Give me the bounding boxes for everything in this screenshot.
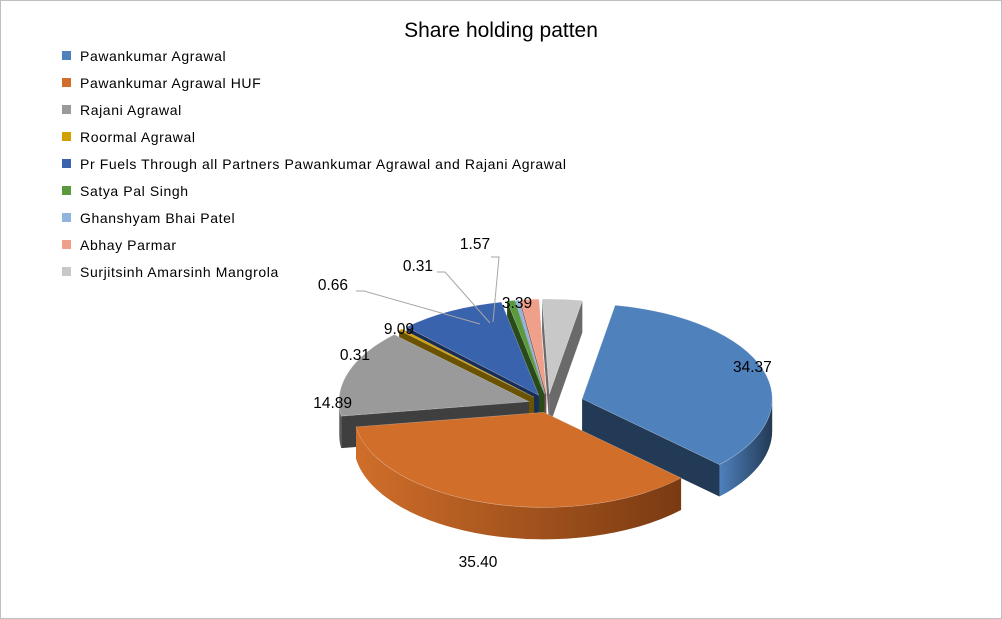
data-label: 35.40 xyxy=(459,554,498,571)
leader-line xyxy=(356,290,481,325)
pie-slice xyxy=(515,299,546,395)
legend-label: Rajani Agrawal xyxy=(80,101,182,118)
legend-item: Pr Fuels Through all Partners Pawankumar… xyxy=(62,150,567,177)
legend: Pawankumar Agrawal Pawankumar Agrawal HUF… xyxy=(62,42,567,285)
pie-slice-side xyxy=(582,398,720,497)
legend-swatch xyxy=(62,267,71,276)
data-label: 0.31 xyxy=(340,347,370,364)
pie-slice xyxy=(338,334,531,417)
leader-line xyxy=(437,271,491,324)
legend-item: Abhay Parmar xyxy=(62,231,567,258)
leader-line xyxy=(491,256,500,323)
legend-label: Satya Pal Singh xyxy=(80,182,189,199)
pie-slice-side xyxy=(542,299,550,427)
legend-swatch xyxy=(62,186,71,195)
legend-swatch xyxy=(62,51,71,60)
legend-label: Ghanshyam Bhai Patel xyxy=(80,209,236,226)
legend-item: Pawankumar Agrawal xyxy=(62,42,567,69)
pie-slice xyxy=(519,298,547,395)
legend-label: Pr Fuels Through all Partners Pawankumar… xyxy=(80,155,567,172)
legend-item: Ghanshyam Bhai Patel xyxy=(62,204,567,231)
legend-item: Surjitsinh Amarsinh Mangrola xyxy=(62,258,567,285)
legend-swatch xyxy=(62,159,71,168)
pie-slice-wall xyxy=(719,398,773,497)
pie-slice xyxy=(405,301,540,396)
legend-swatch xyxy=(62,105,71,114)
legend-label: Abhay Parmar xyxy=(80,236,177,253)
data-label: 9.09 xyxy=(384,321,414,338)
pie-slice xyxy=(398,328,535,398)
data-label: 14.89 xyxy=(313,395,352,412)
data-label: 34.37 xyxy=(733,359,772,376)
legend-item: Roormal Agrawal xyxy=(62,123,567,150)
legend-item: Satya Pal Singh xyxy=(62,177,567,204)
pie-slice xyxy=(355,412,682,508)
pie-slice-wall xyxy=(356,426,682,540)
legend-label: Roormal Agrawal xyxy=(80,128,196,145)
legend-label: Pawankumar Agrawal xyxy=(80,47,227,64)
legend-item: Pawankumar Agrawal HUF xyxy=(62,69,567,96)
pie-slice xyxy=(506,300,545,395)
legend-label: Surjitsinh Amarsinh Mangrola xyxy=(80,263,279,280)
legend-swatch xyxy=(62,132,71,141)
data-label: 1.57 xyxy=(460,236,490,253)
pie-slice xyxy=(581,304,773,465)
pie-slice-side xyxy=(549,300,583,427)
legend-swatch xyxy=(62,240,71,249)
legend-swatch xyxy=(62,213,71,222)
legend-swatch xyxy=(62,78,71,87)
data-label: 0.66 xyxy=(318,277,348,294)
legend-item: Rajani Agrawal xyxy=(62,96,567,123)
chart-title: Share holding patten xyxy=(404,19,598,42)
data-label: 0.31 xyxy=(403,258,433,275)
pie-slice-wall xyxy=(338,401,342,449)
data-label: 3.39 xyxy=(502,295,532,312)
pie-slice xyxy=(541,298,583,395)
legend-label: Pawankumar Agrawal HUF xyxy=(80,74,262,91)
